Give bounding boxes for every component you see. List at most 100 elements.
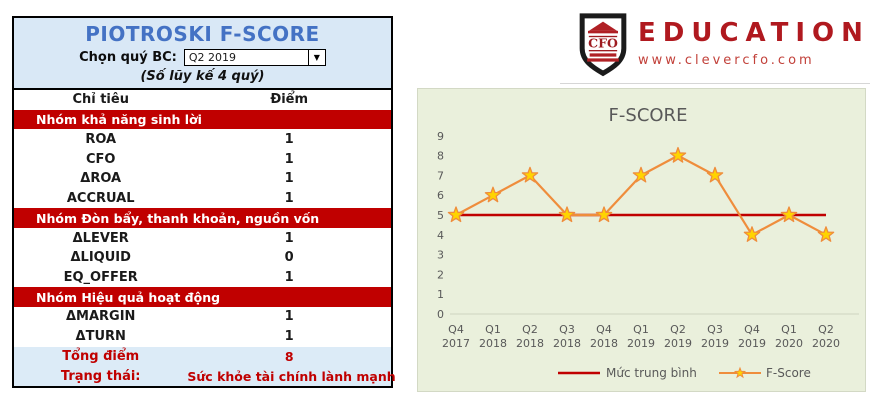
status-row: Trạng thái: Sức khỏe tài chính lành mạnh — [14, 366, 396, 387]
star-marker — [669, 146, 687, 163]
quarter-dropdown[interactable]: Q2 2019 ▼ — [183, 49, 326, 66]
table-row: ΔMARGIN 1 — [14, 307, 391, 327]
x-axis-year: 2018 — [479, 337, 507, 350]
star-marker — [706, 166, 724, 183]
svg-text:CFO: CFO — [588, 36, 618, 51]
quarter-dropdown-value: Q2 2019 — [188, 51, 237, 64]
brand-url: www.clevercfo.com — [638, 53, 815, 68]
metric-label: ΔROA — [80, 171, 122, 187]
metric-score: 1 — [284, 329, 294, 345]
y-axis-tick: 4 — [437, 229, 444, 242]
table-row: ΔLEVER 1 — [14, 228, 391, 248]
y-axis-tick: 0 — [437, 308, 444, 321]
metric-label: EQ_OFFER — [63, 269, 138, 285]
cfo-shield-icon: CFO — [579, 13, 627, 77]
x-axis-quarter: Q3 — [559, 323, 575, 336]
y-axis-tick: 5 — [437, 209, 444, 222]
legend-average-label: Mức trung bình — [606, 366, 697, 380]
star-marker — [817, 226, 835, 242]
status-badge: Sức khỏe tài chính lành mạnh — [187, 368, 396, 384]
x-axis-quarter: Q1 — [633, 323, 649, 336]
x-axis-year: 2019 — [664, 337, 692, 350]
metric-label: ΔMARGIN — [65, 309, 136, 325]
x-axis-year: 2019 — [701, 337, 729, 350]
legend-star-icon — [733, 366, 747, 379]
star-marker — [447, 206, 465, 223]
y-axis-tick: 1 — [437, 288, 444, 301]
x-axis-year: 2017 — [442, 337, 470, 350]
total-label: Tổng điểm — [62, 348, 140, 364]
metric-score: 1 — [284, 131, 294, 147]
page-title: PIOTROSKI F-SCORE — [85, 22, 320, 46]
table-row: CFO 1 — [14, 149, 391, 169]
x-axis-quarter: Q2 — [670, 323, 686, 336]
table-row: ROA 1 — [14, 129, 391, 149]
x-axis-quarter: Q2 — [818, 323, 834, 336]
star-marker — [632, 166, 650, 183]
x-axis-year: 2019 — [738, 337, 766, 350]
star-marker — [558, 206, 576, 223]
metric-label: ROA — [85, 131, 117, 147]
x-axis-quarter: Q4 — [448, 323, 464, 336]
metric-score: 0 — [284, 250, 294, 266]
group-band: Nhóm Hiệu quả hoạt động — [14, 287, 391, 308]
y-axis-tick: 3 — [437, 249, 444, 262]
x-axis-year: 2018 — [590, 337, 618, 350]
column-header-score: Điểm — [270, 92, 309, 108]
status-label: Trạng thái: — [60, 368, 141, 384]
y-axis-tick: 7 — [437, 169, 444, 182]
divider-line — [560, 83, 870, 84]
x-axis-year: 2020 — [775, 337, 803, 350]
fscore-chart: F-SCORE 0 1 2 3 4 5 6 7 8 9 Q4 2017 Q1 2018 Q2 2018 Q3 201… — [417, 88, 866, 392]
legend-fscore-label: F-Score — [766, 366, 811, 380]
total-value: 8 — [284, 348, 294, 364]
table-row: ACCRUAL 1 — [14, 189, 391, 209]
x-axis-quarter: Q4 — [596, 323, 612, 336]
brand-name: EDUCATION — [638, 18, 870, 48]
x-axis-year: 2018 — [553, 337, 581, 350]
group-band: Nhóm khả năng sinh lời — [14, 109, 391, 130]
x-axis-quarter: Q3 — [707, 323, 723, 336]
table-row: EQ_OFFER 1 — [14, 268, 391, 288]
metric-score: 1 — [284, 269, 294, 285]
group-band: Nhóm Đòn bẩy, thanh khoản, nguồn vốn — [14, 208, 391, 229]
metric-score: 1 — [284, 191, 294, 207]
total-row: Tổng điểm 8 — [14, 346, 391, 367]
star-marker — [780, 206, 798, 223]
star-marker — [484, 186, 502, 203]
score-table: Chỉ tiêu Điểm Nhóm khả năng sinh lời ROA 1… — [14, 90, 396, 387]
metric-score: 1 — [284, 151, 294, 167]
metric-score: 1 — [284, 171, 294, 187]
x-axis-year: 2020 — [812, 337, 840, 350]
metric-label: ΔLEVER — [72, 230, 129, 246]
column-header-criteria: Chỉ tiêu — [72, 92, 129, 108]
metric-label: ΔLIQUID — [70, 250, 131, 266]
y-axis-tick: 6 — [437, 189, 444, 202]
table-row: ΔTURN 1 — [14, 327, 391, 347]
y-axis-tick: 9 — [437, 130, 444, 143]
star-marker — [743, 226, 761, 242]
y-axis-tick: 8 — [437, 150, 444, 163]
cfo-logo: CFO EDUCATION www.clevercfo.com — [578, 10, 870, 80]
table-row: ΔLIQUID 0 — [14, 248, 391, 268]
metric-label: CFO — [85, 151, 116, 167]
chevron-down-icon[interactable]: ▼ — [307, 50, 325, 65]
metric-label: ACCRUAL — [66, 191, 135, 207]
chart-title: F-SCORE — [609, 105, 688, 126]
table-row: ΔROA 1 — [14, 169, 391, 189]
quarter-selector-row: Chọn quý BC: Q2 2019 ▼ — [14, 49, 391, 66]
x-axis-quarter: Q1 — [485, 323, 501, 336]
x-axis-year: 2018 — [516, 337, 544, 350]
quarter-label: Chọn quý BC: — [79, 50, 177, 65]
metric-label: ΔTURN — [75, 329, 126, 345]
panel-subtitle: (Số lũy kế 4 quý) — [140, 69, 265, 84]
x-axis-quarter: Q4 — [744, 323, 760, 336]
piotroski-panel: PIOTROSKI F-SCORE Chọn quý BC: Q2 2019 ▼… — [12, 16, 396, 388]
y-axis-tick: 2 — [437, 268, 444, 281]
x-axis-quarter: Q1 — [781, 323, 797, 336]
x-axis-year: 2019 — [627, 337, 655, 350]
metric-score: 1 — [284, 309, 294, 325]
star-marker — [521, 166, 539, 183]
metric-score: 1 — [284, 230, 294, 246]
panel-header: PIOTROSKI F-SCORE Chọn quý BC: Q2 2019 ▼… — [14, 18, 391, 90]
